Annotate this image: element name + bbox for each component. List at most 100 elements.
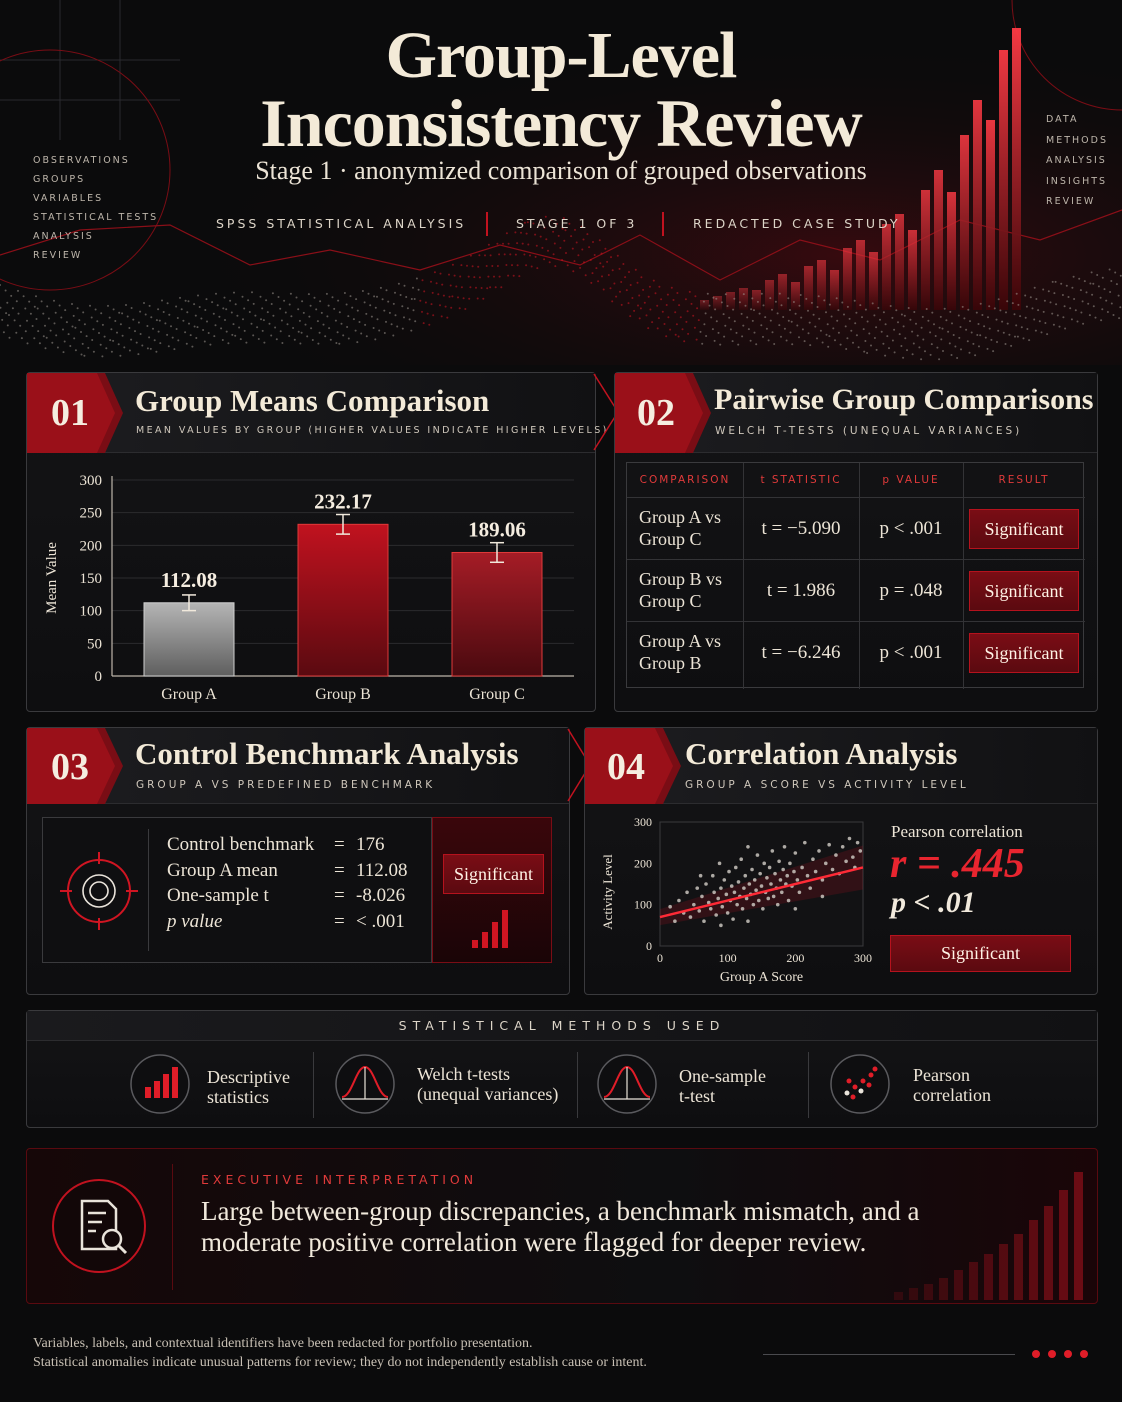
number-badge [27,728,123,804]
hero-dot [505,232,508,235]
hero-dot [421,279,424,282]
scatter-point [673,919,677,923]
hero-dot [924,350,926,353]
hero-dot [681,328,684,331]
hero-dot [598,239,601,242]
hero-dot [482,297,485,300]
hero-dot [358,321,361,323]
hero-dot [1038,320,1041,323]
hero-dot [1101,276,1104,279]
hero-dot [688,290,691,293]
t-cell: t = 1.986 [766,580,836,601]
hero-dot [306,335,309,338]
hero-dot [410,298,413,300]
hero-dot [592,241,594,243]
table-row: Group A vs Group C t = −5.090 p < .001 Si… [627,497,1085,559]
scatter-point [855,840,860,845]
scatter-point [834,853,838,857]
hero-dot [387,300,390,303]
hero-dot [128,349,131,352]
hero-dot [604,247,607,250]
x-tick-label: Group A [161,686,217,703]
hero-dot [708,304,711,307]
hero-dot [182,319,185,322]
hero-dot [1119,274,1122,277]
hero-dot [336,331,339,334]
hero-dot [334,319,337,322]
hero-dot [1070,318,1073,321]
hero-dot [11,307,14,310]
hero-dot [864,340,867,342]
hero-dot [930,343,933,346]
hero-dot [123,346,126,349]
scatter-point [724,892,729,897]
hero-dot [71,303,73,305]
hero-dot [233,291,235,294]
hero-dot [119,323,122,326]
hero-dot [308,315,311,318]
hero-dot [819,329,822,332]
hero-dot [444,305,447,308]
scatter-point [811,857,815,861]
hero-dot [873,337,876,339]
hero-dot [74,326,77,329]
hero-dot [69,345,72,347]
hero-dot [1029,296,1032,299]
hero-dot [548,261,551,264]
hero-dot [441,283,444,286]
hero-dot [430,303,433,306]
hero-dot [116,331,118,334]
hero-dot [800,316,803,319]
hero-dot [74,349,77,352]
hero-dot [132,318,135,321]
hero-dot [701,342,704,345]
hero-dot [884,323,887,326]
hero-dot [164,322,167,325]
hero-dot [808,321,811,324]
hero-dot [676,292,679,294]
hero-dot [816,306,819,308]
hero-dot [771,331,774,334]
scatter-point [778,878,783,882]
scatter-icon [830,1054,890,1114]
hero-dot [252,334,255,337]
hero-bar [960,135,969,310]
hero-dot [966,340,969,343]
y-axis-label: Activity Level [600,854,615,930]
hero-dot [720,301,723,304]
column-header-comparison: COMPARISON [639,474,731,486]
hero-dot [1022,337,1025,340]
hero-dot [897,321,899,324]
scatter-point [756,898,761,903]
hero-dot [1101,308,1104,311]
hero-dot [289,292,292,295]
hero-dot [141,344,144,347]
hero-dot [186,311,189,314]
hero-dot [738,301,741,304]
hero-dot [224,319,226,321]
hero-dot [453,274,456,277]
hero-dot [437,293,440,296]
footer-note-line1: Variables, labels, and contextual identi… [33,1336,533,1351]
hero-dot [843,313,845,316]
hero-dot [633,309,636,312]
panel-number: 03 [51,746,89,788]
hero-dot [261,307,264,310]
hero-dot [1099,296,1102,299]
hero-dot [144,313,147,316]
hero-dot [396,325,399,328]
scatter-point [716,896,720,901]
scatter-point [786,898,791,903]
hero-dot [963,317,966,320]
scatter-point [740,907,745,911]
hero-dot [774,300,777,303]
hero-dot [2,331,5,334]
hero-dot [218,315,221,318]
scatter-point [795,878,800,882]
hero-dot [112,339,115,342]
right-keyword: METHODS [1046,134,1108,146]
x-tick-label: 0 [657,951,663,965]
hero-dot [1055,303,1058,306]
hero-dot [94,308,97,311]
hero-dot [959,326,962,328]
